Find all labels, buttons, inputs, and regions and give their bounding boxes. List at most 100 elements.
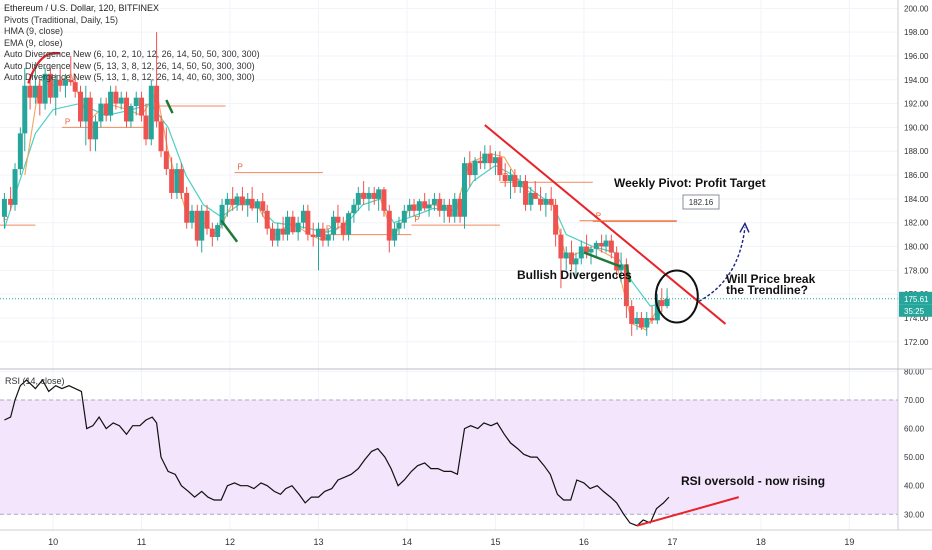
candle-body (108, 91, 114, 116)
candle-body (523, 181, 529, 205)
candle-body (361, 192, 367, 199)
candle-body (538, 198, 544, 205)
x-tick-label: 11 (137, 537, 146, 547)
candle-body (335, 216, 341, 223)
candle-body (351, 204, 357, 214)
bullish-divergences-label: Bullish Divergences (517, 268, 632, 282)
candle-body (407, 204, 413, 211)
candle-body (492, 157, 498, 164)
candle-body (452, 198, 458, 217)
candle-body (133, 97, 139, 106)
indicator-hma[interactable]: HMA (9, close) (4, 26, 64, 36)
trendline-question-label: the Trendline? (726, 283, 808, 297)
divergence-mark (165, 99, 174, 114)
candle-body (163, 151, 169, 170)
candle-body (649, 317, 655, 321)
candle-body (169, 169, 175, 193)
candle-body (174, 169, 180, 193)
rsi-legend[interactable]: RSI (14, close) (5, 376, 65, 386)
candle-body (507, 175, 513, 182)
indicator-divergence-1[interactable]: Auto Divergence New (6, 10, 2, 10, 12, 2… (4, 49, 260, 59)
candle-body (280, 228, 286, 235)
candle-body (371, 192, 377, 199)
candle-body (497, 157, 503, 176)
candle-body (548, 198, 554, 205)
candle-body (154, 85, 160, 122)
candle-body (563, 252, 569, 259)
projection-arrow (698, 227, 746, 302)
candle-body (230, 198, 236, 205)
rsi-tick-label: 70.00 (904, 396, 925, 405)
y-tick-label: 198.00 (904, 28, 929, 37)
candle-body (8, 198, 14, 205)
y-tick-label: 180.00 (904, 243, 929, 252)
x-tick-label: 15 (490, 537, 500, 547)
candle-body (599, 242, 605, 247)
y-tick-label: 200.00 (904, 4, 929, 13)
candles (1, 32, 670, 336)
x-tick-label: 14 (402, 537, 412, 547)
candle-body (487, 153, 493, 164)
candle-body (320, 228, 326, 241)
candle-body (199, 210, 205, 241)
candle-body (618, 264, 624, 271)
x-tick-label: 13 (313, 537, 323, 547)
candle-body (553, 204, 559, 235)
indicator-divergence-2[interactable]: Auto Divergence New (5, 13, 3, 8, 12, 26… (4, 60, 255, 71)
candle-body (411, 204, 417, 211)
symbol-title[interactable]: Ethereum / U.S. Dollar, 120, BITFINEX (4, 3, 160, 13)
candle-body (543, 198, 549, 205)
x-tick-label: 16 (579, 537, 589, 547)
rsi-tick-label: 50.00 (904, 453, 925, 462)
candle-body (184, 192, 190, 223)
candle-body (588, 248, 594, 253)
candle-body (528, 192, 534, 205)
candle-body (441, 204, 447, 211)
candle-body (422, 201, 428, 209)
candle-body (139, 97, 145, 116)
candle-body (189, 210, 195, 223)
last-price-badge (899, 291, 932, 305)
bullish-divergence-mark (583, 251, 622, 268)
indicator-legend: Ethereum / U.S. Dollar, 120, BITFINEX Pi… (4, 3, 260, 84)
candle-body (477, 160, 483, 164)
candle-body (532, 192, 538, 199)
candle-body (62, 79, 68, 86)
candle-body (194, 210, 200, 241)
y-tick-label: 174.00 (904, 314, 929, 323)
x-tick-label: 19 (844, 537, 854, 547)
candle-body (331, 216, 337, 235)
pivot-label: P (414, 215, 419, 224)
indicator-pivots[interactable]: Pivots (Traditional, Daily, 15) (4, 14, 119, 25)
pivot-label: P (237, 163, 242, 172)
candle-body (593, 242, 599, 249)
indicator-divergence-3[interactable]: Auto Divergence New (5, 13, 1, 8, 12, 26… (4, 72, 255, 82)
candle-body (249, 198, 255, 209)
pivot-value-text: 182.16 (689, 198, 714, 207)
candle-body (93, 121, 99, 140)
candle-body (644, 317, 650, 328)
candle-body (290, 216, 296, 233)
candle-body (124, 97, 130, 122)
candle-body (659, 300, 665, 307)
candle-body (219, 204, 225, 226)
indicator-ema[interactable]: EMA (9, close) (4, 37, 63, 48)
candle-body (664, 298, 670, 307)
candle-body (22, 85, 28, 134)
pivot-label: P (596, 212, 601, 221)
y-tick-label: 188.00 (904, 147, 929, 156)
candle-body (431, 198, 437, 205)
y-tick-label: 172.00 (904, 338, 929, 347)
candle-body (260, 201, 266, 211)
candle-body (634, 317, 640, 324)
candle-body (578, 246, 584, 259)
candle-body (512, 175, 518, 187)
x-tick-label: 12 (225, 537, 235, 547)
candle-body (87, 97, 93, 140)
y-tick-label: 182.00 (904, 219, 929, 228)
candle-body (355, 192, 361, 205)
y-tick-label: 178.00 (904, 266, 929, 275)
candle-body (204, 210, 210, 229)
